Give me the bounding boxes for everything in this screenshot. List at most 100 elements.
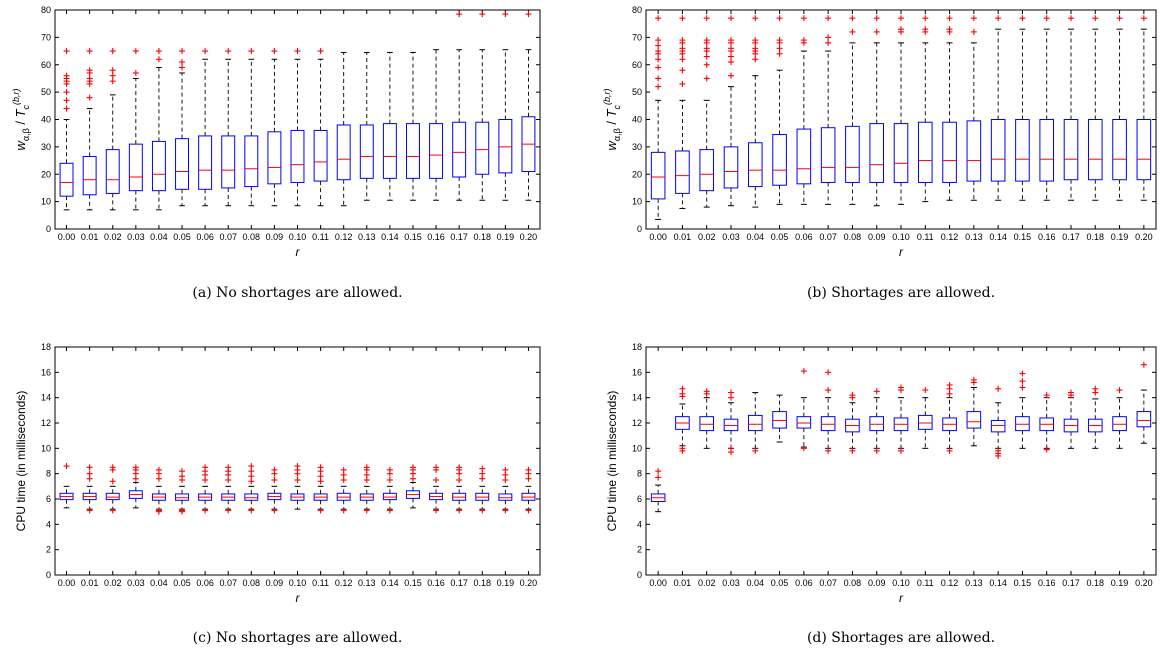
box-0.16 (429, 464, 444, 514)
box-0.13 (966, 15, 982, 201)
outlier-point (873, 15, 880, 22)
y-axis-label-part: (b,r) (11, 88, 21, 105)
x-tick-label: 0.20 (520, 232, 538, 242)
iqr-box (1063, 119, 1079, 181)
box-0.11 (917, 387, 933, 449)
y-tick-label: 16 (41, 367, 51, 377)
outlier-point (703, 61, 710, 68)
outlier-point (679, 45, 686, 52)
outlier-point (86, 507, 93, 514)
box-0.04 (151, 466, 166, 515)
box-0.11 (917, 15, 933, 203)
x-tick-label: 0.00 (58, 232, 76, 242)
box-0.16 (1039, 392, 1055, 453)
box-0.19 (1112, 15, 1127, 201)
box-0.18 (475, 465, 490, 514)
x-tick-label: 0.15 (404, 578, 422, 588)
iqr-box (917, 121, 933, 183)
iqr-box (267, 131, 282, 185)
outlier-point (179, 64, 186, 71)
box-0.18 (1087, 385, 1103, 449)
y-tick-label: 30 (632, 142, 642, 152)
y-axis-label: wα,β / Tc(b,r) (11, 88, 31, 150)
outlier-point (995, 385, 1002, 392)
x-tick-label: 0.00 (58, 578, 76, 588)
y-axis-label: wα,β / Tc(b,r) (602, 88, 622, 150)
box-0.04 (747, 392, 763, 454)
x-tick-label: 0.11 (917, 232, 934, 242)
x-tick-label: 0.15 (1014, 578, 1032, 588)
outlier-point (86, 475, 93, 482)
outlier-point (970, 15, 977, 22)
y-axis-label-part: / (604, 117, 619, 128)
iqr-box (244, 493, 259, 501)
x-tick-label: 0.19 (1111, 232, 1129, 242)
outlier-point (63, 89, 70, 96)
x-tick-label: 0.02 (698, 232, 716, 242)
outlier-point (1116, 387, 1123, 394)
outlier-point (922, 15, 929, 22)
box-0.14 (990, 385, 1006, 459)
outlier-point (679, 390, 686, 397)
x-tick-label: 0.10 (289, 578, 307, 588)
outlier-point (132, 48, 139, 55)
iqr-box (406, 123, 420, 179)
outlier-point (849, 392, 856, 399)
outlier-point (63, 105, 70, 112)
outlier-point (825, 369, 832, 376)
iqr-box (359, 124, 374, 179)
outlier-point (849, 28, 856, 35)
y-tick-label: 2 (46, 545, 51, 555)
outlier-point (970, 28, 977, 35)
outlier-point (752, 56, 759, 63)
iqr-box (128, 143, 143, 192)
outlier-point (752, 45, 759, 52)
iqr-box (699, 416, 715, 432)
outlier-point (1116, 15, 1123, 22)
outlier-point (63, 48, 70, 55)
iqr-box (382, 123, 397, 179)
outlier-point (248, 468, 255, 475)
box-0.05 (175, 48, 189, 207)
outlier-point (898, 447, 904, 454)
x-tick-label: 0.02 (698, 578, 716, 588)
x-axis-label: r (296, 245, 301, 259)
box-0.10 (893, 15, 909, 205)
box-0.08 (244, 48, 259, 207)
x-tick-label: 0.11 (312, 578, 329, 588)
outlier-point (655, 37, 662, 44)
iqr-box (723, 146, 739, 189)
y-tick-label: 10 (632, 197, 642, 207)
box-0.02 (699, 15, 715, 208)
iqr-box (382, 492, 397, 501)
iqr-box (198, 135, 213, 190)
x-tick-label: 0.06 (196, 578, 214, 588)
box-0.09 (267, 466, 282, 514)
outlier-point (776, 37, 783, 44)
outlier-point (776, 50, 783, 57)
plot-frame (645, 346, 1157, 576)
outlier-point (63, 97, 70, 104)
outlier-point (655, 75, 662, 82)
outlier-point (86, 470, 93, 477)
y-tick-label: 2 (637, 545, 642, 555)
iqr-box (990, 419, 1006, 433)
iqr-box (429, 123, 444, 179)
outlier-point (155, 475, 162, 482)
outlier-point (179, 507, 186, 514)
iqr-box (221, 135, 236, 189)
y-axis-label-part: c (612, 104, 622, 109)
box-0.17 (1063, 15, 1079, 201)
x-tick-label: 0.12 (335, 578, 353, 588)
y-tick-label: 0 (46, 570, 51, 580)
box-0.02 (105, 48, 120, 211)
outlier-point (109, 72, 116, 79)
x-tick-label: 0.19 (497, 232, 515, 242)
box-0.15 (1015, 15, 1030, 201)
x-tick-label: 0.20 (1135, 578, 1153, 588)
outlier-point (502, 507, 509, 514)
outlier-point (679, 56, 686, 63)
y-axis-label-part: w (13, 140, 28, 151)
outlier-point (995, 447, 1002, 454)
y-tick-label: 6 (46, 494, 51, 504)
